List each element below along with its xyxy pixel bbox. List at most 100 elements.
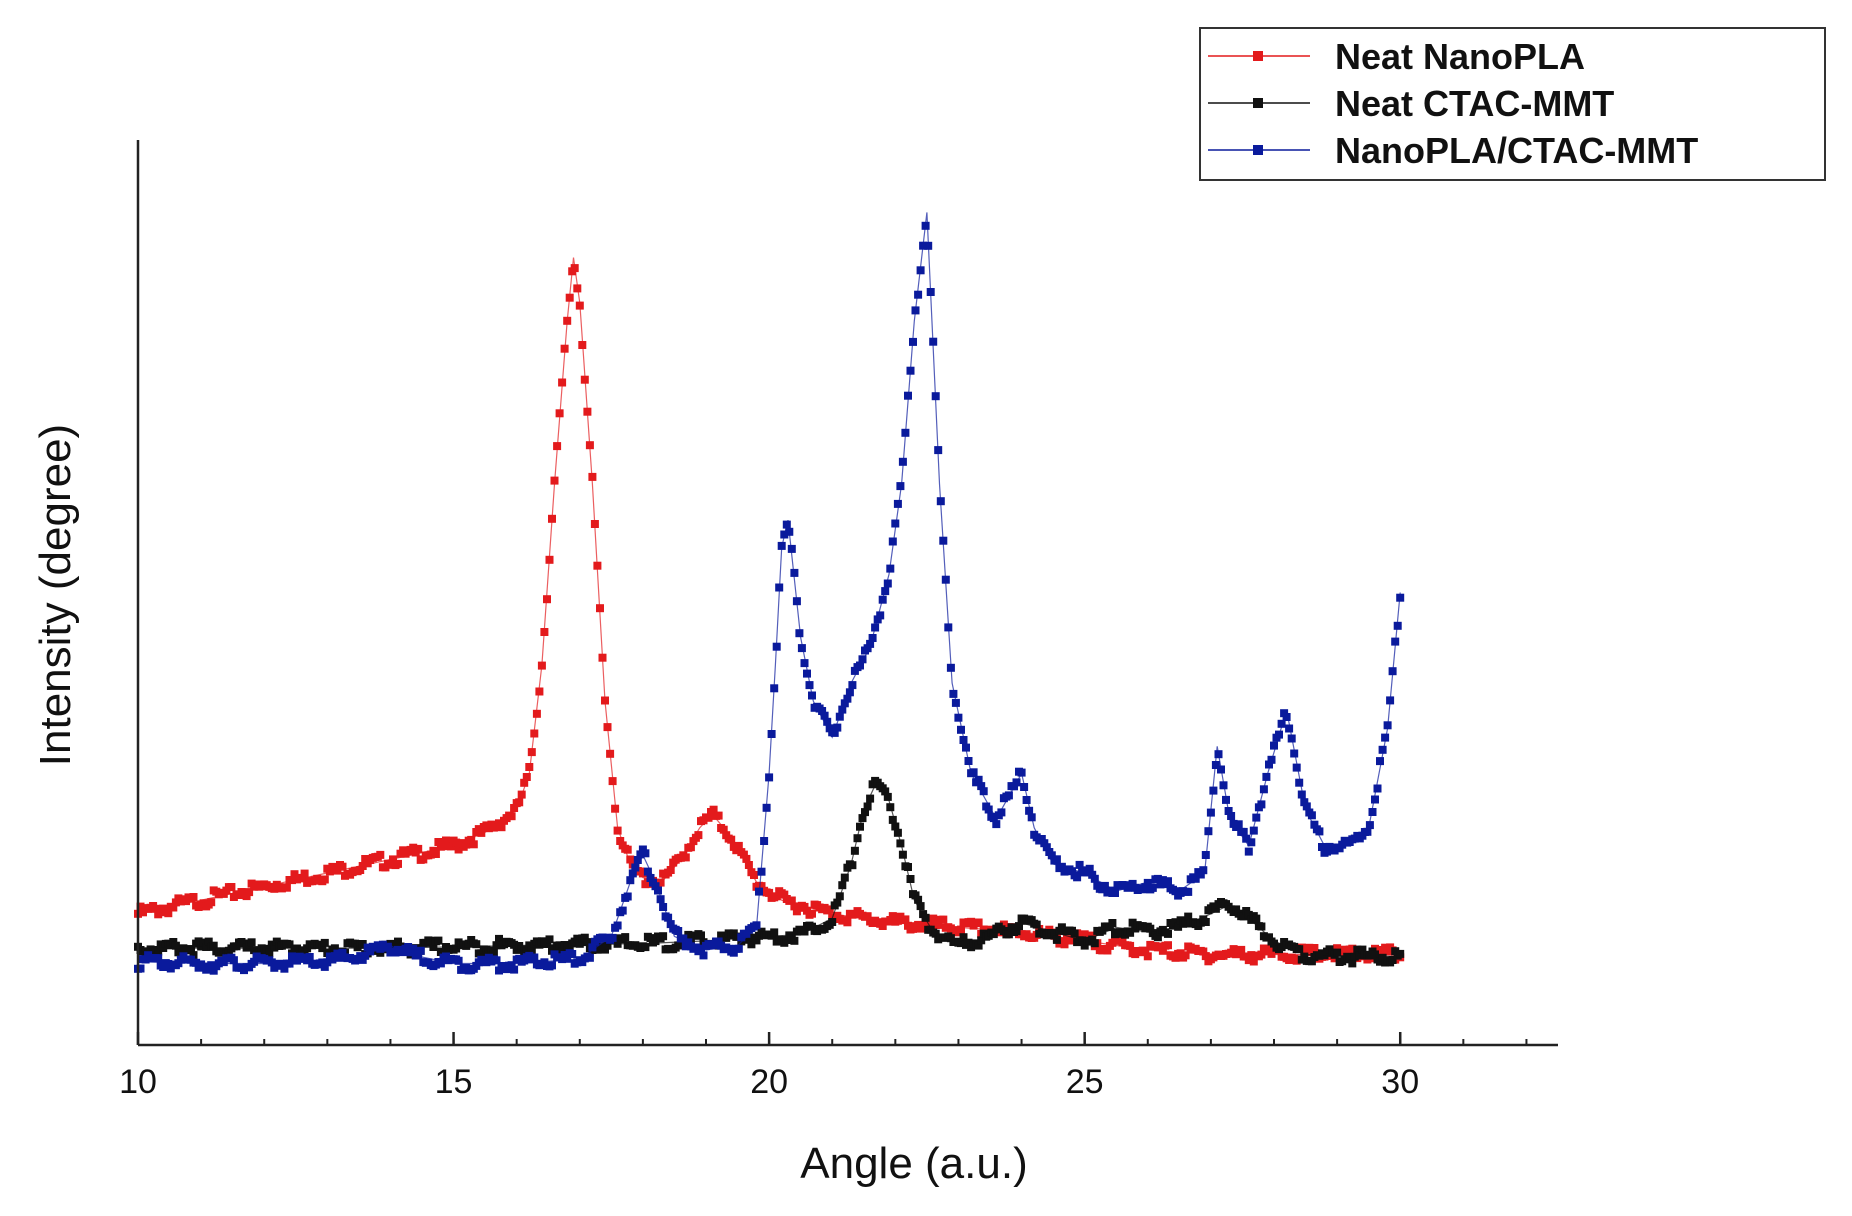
data-point <box>358 940 367 948</box>
data-point <box>977 782 986 791</box>
data-point <box>467 835 476 844</box>
data-point <box>838 881 847 890</box>
legend-entry: NanoPLA/CTAC-MMT <box>1208 130 1698 171</box>
data-point <box>1191 874 1200 883</box>
data-point <box>164 960 173 968</box>
data-point <box>679 934 688 943</box>
data-point <box>828 918 837 926</box>
series-0 <box>134 257 1405 966</box>
data-point <box>646 934 655 943</box>
data-point <box>808 922 816 931</box>
data-point <box>1004 791 1013 800</box>
data-point <box>840 699 849 708</box>
data-point <box>808 909 816 918</box>
data-point <box>772 892 781 901</box>
data-point <box>530 953 539 962</box>
data-point <box>767 730 776 738</box>
data-point <box>888 815 897 824</box>
data-point <box>305 953 314 961</box>
data-point <box>227 883 236 891</box>
data-point <box>893 499 902 508</box>
data-point <box>840 873 849 882</box>
data-point <box>1244 956 1253 965</box>
data-point <box>797 644 806 653</box>
data-point <box>866 639 875 648</box>
data-point <box>891 519 900 528</box>
data-point <box>1156 942 1165 951</box>
data-point <box>792 597 801 606</box>
data-point <box>1242 834 1251 843</box>
data-point <box>555 941 564 950</box>
data-point <box>936 497 945 506</box>
data-point <box>573 284 582 293</box>
data-point <box>1158 946 1167 955</box>
data-point <box>1318 843 1326 851</box>
data-point <box>989 930 998 939</box>
data-point <box>752 936 761 945</box>
data-point <box>426 936 435 945</box>
data-point <box>207 898 216 907</box>
data-point <box>1267 755 1276 764</box>
data-point <box>752 921 761 930</box>
data-point <box>1037 835 1046 843</box>
data-point <box>194 937 203 946</box>
data-point <box>818 707 827 715</box>
data-point <box>1373 784 1382 793</box>
data-point <box>1388 956 1397 964</box>
data-point <box>974 941 983 950</box>
x-tick-label: 15 <box>435 1063 473 1101</box>
data-point <box>1310 820 1319 829</box>
data-point <box>1164 877 1172 886</box>
data-point <box>780 890 789 899</box>
data-point <box>1111 889 1119 897</box>
data-point <box>361 855 370 863</box>
data-point <box>989 814 998 823</box>
data-point <box>1259 785 1268 794</box>
data-point <box>1302 802 1311 811</box>
data-point <box>136 902 145 911</box>
data-point <box>436 842 445 851</box>
data-point <box>904 391 912 400</box>
data-point <box>613 826 622 835</box>
data-point <box>1007 923 1016 932</box>
data-point <box>916 902 925 911</box>
data-point <box>863 644 872 653</box>
legend-label: NanoPLA/CTAC-MMT <box>1335 130 1698 171</box>
data-point <box>1148 883 1157 892</box>
data-point <box>1201 851 1210 859</box>
data-point <box>507 961 516 970</box>
data-point <box>949 689 958 698</box>
data-point <box>151 904 160 913</box>
data-point <box>893 828 902 837</box>
data-point <box>1206 808 1215 817</box>
data-point <box>409 843 418 852</box>
data-point <box>1244 847 1253 856</box>
data-point <box>1214 750 1223 759</box>
data-point <box>1297 790 1306 799</box>
data-point <box>929 914 938 923</box>
data-point <box>1277 719 1286 728</box>
data-point <box>240 939 248 948</box>
data-point <box>1126 928 1135 937</box>
data-point <box>697 931 705 940</box>
data-point <box>583 407 592 416</box>
data-point <box>1391 947 1400 956</box>
data-point <box>744 935 753 944</box>
data-point <box>1050 931 1059 940</box>
data-point <box>787 544 796 553</box>
data-point <box>1307 957 1316 966</box>
legend-entry: Neat CTAC-MMT <box>1208 83 1614 124</box>
data-point <box>409 944 418 953</box>
data-point <box>805 681 814 690</box>
data-point <box>1042 843 1051 852</box>
data-point <box>1032 920 1041 929</box>
data-point <box>575 301 584 310</box>
data-point <box>270 943 279 952</box>
data-point <box>790 568 799 577</box>
data-point <box>888 912 897 921</box>
data-point <box>883 792 892 801</box>
data-point <box>916 266 925 275</box>
data-point <box>838 705 847 714</box>
data-point <box>681 853 690 862</box>
data-point <box>1295 945 1304 954</box>
